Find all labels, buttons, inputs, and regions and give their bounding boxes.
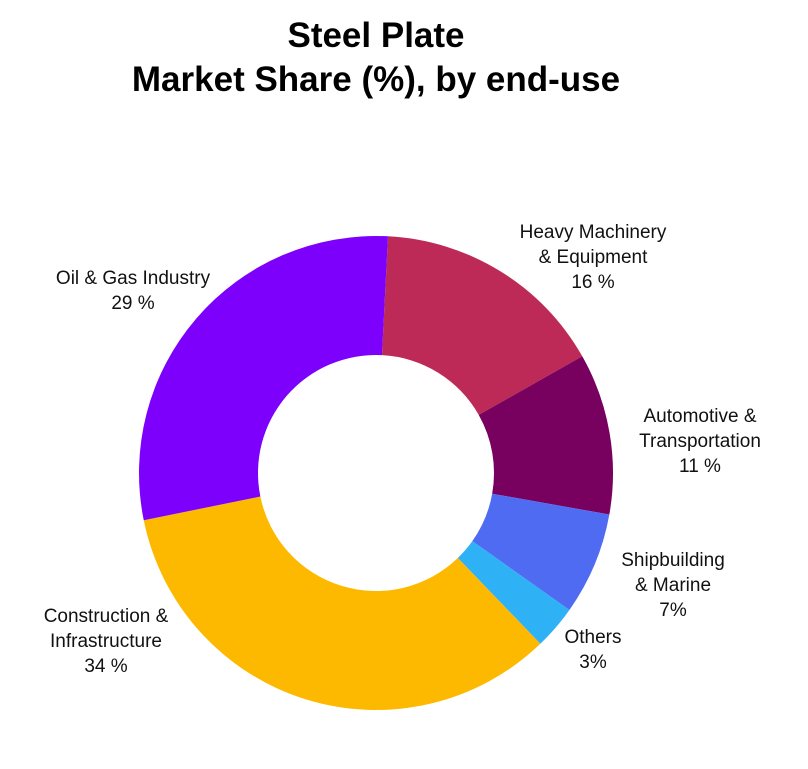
label-text: Heavy Machinery xyxy=(519,222,667,243)
label-text: Others xyxy=(564,627,622,648)
label-value: 34 % xyxy=(84,656,128,677)
label-value: 11 % xyxy=(679,456,721,477)
label-value: 7% xyxy=(659,600,687,621)
donut-slice-automotive-transportation xyxy=(478,356,613,515)
label-oil-gas: Oil & Gas Industry 29 % xyxy=(56,266,210,316)
label-text: & Marine xyxy=(634,575,712,596)
label-construction: Construction & Infrastructure 34 % xyxy=(44,604,169,679)
chart-title: Steel Plate Market Share (%), by end-use xyxy=(0,14,752,102)
label-text: Transportation xyxy=(639,431,761,452)
label-text: Automotive & xyxy=(643,406,757,427)
label-value: 16 % xyxy=(571,272,615,293)
label-value: 29 % xyxy=(111,293,155,314)
label-text: Oil & Gas Industry xyxy=(55,268,211,289)
label-text: & Equipment xyxy=(538,247,648,268)
label-text: Infrastructure xyxy=(50,631,162,652)
donut-slice-shipbuilding-marine xyxy=(472,493,610,610)
donut-slice-heavy-machinery-equipment xyxy=(381,236,583,415)
donut-slice-construction-infrastructure xyxy=(143,496,541,710)
donut-slice-others xyxy=(457,541,570,644)
chart-title-line2: Market Share (%), by end-use xyxy=(131,60,621,99)
label-automotive: Automotive & Transportation 11 % xyxy=(639,404,761,479)
label-text: Shipbuilding xyxy=(621,550,725,571)
label-others: Others 3% xyxy=(564,625,621,675)
label-heavy-machinery: Heavy Machinery & Equipment 16 % xyxy=(520,220,667,295)
donut-slice-oil-gas-industry xyxy=(139,236,388,521)
chart-title-line1: Steel Plate xyxy=(287,16,465,55)
label-shipbuilding: Shipbuilding & Marine 7% xyxy=(621,548,725,623)
label-text: Construction & xyxy=(43,606,169,627)
label-value: 3% xyxy=(579,652,607,673)
